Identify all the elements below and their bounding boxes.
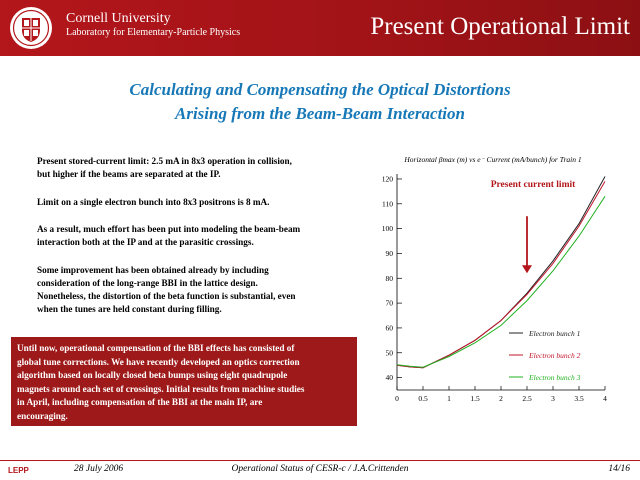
y-tick-label: 110	[382, 199, 393, 208]
y-tick-label: 40	[386, 373, 394, 382]
footer-divider	[0, 460, 640, 461]
page-number: 14/16	[608, 464, 630, 474]
text-line: when the tunes are held constant during …	[37, 304, 222, 314]
paragraph-single-bunch: Limit on a single electron bunch into 8x…	[37, 196, 357, 209]
footer-date: 28 July 2006	[74, 464, 124, 474]
cornell-seal-icon	[10, 7, 52, 49]
x-tick-label: 1.5	[470, 394, 480, 403]
text-line: magnets around each set of crossings. In…	[17, 383, 305, 394]
text-line: As a result, much effort has been put in…	[37, 224, 301, 234]
x-tick-label: 0	[395, 394, 399, 403]
university-name: Cornell University	[66, 11, 171, 26]
subtitle-line: Calculating and Compensating the Optical…	[129, 80, 511, 99]
series-line-2	[396, 181, 606, 369]
x-tick-label: 3	[551, 394, 555, 403]
subtitle-line: Arising from the Beam-Beam Interaction	[175, 104, 465, 123]
text-line: but higher if the beams are separated at…	[37, 169, 221, 179]
x-tick-label: 3.5	[574, 394, 584, 403]
text-line: in April, including compensation of the …	[17, 397, 263, 408]
lepp-logo: LEPP	[8, 466, 29, 475]
text-line: consideration of the long-range BBI in t…	[37, 278, 258, 288]
paragraph-improvement: Some improvement has been obtained alrea…	[37, 264, 357, 316]
annotation-arrow-head	[522, 265, 532, 274]
y-tick-label: 90	[386, 249, 394, 258]
y-tick-label: 70	[386, 299, 394, 308]
slide-header: Cornell University Laboratory for Elemen…	[0, 0, 640, 56]
y-tick-label: 100	[382, 224, 394, 233]
slide-title: Present Operational Limit	[370, 13, 630, 40]
y-tick-label: 50	[386, 348, 394, 357]
series-line-1	[396, 176, 606, 369]
x-tick-label: 4	[603, 394, 607, 403]
text-line: Nonetheless, the distortion of the beta …	[37, 291, 296, 301]
laboratory-name: Laboratory for Elementary-Particle Physi…	[66, 27, 241, 38]
text-line: global tune corrections. We have recentl…	[17, 356, 300, 367]
paragraph-modeling: As a result, much effort has been put in…	[37, 223, 357, 249]
x-tick-label: 0.5	[418, 394, 428, 403]
text-line: Some improvement has been obtained alrea…	[37, 265, 269, 275]
footer-title: Operational Status of CESR-c / J.A.Critt…	[231, 464, 409, 474]
series-line-3	[396, 196, 606, 368]
legend-entry: Electron bunch 2	[528, 351, 581, 360]
annotation-label: Present current limit	[491, 180, 576, 190]
beta-vs-current-chart: Horizontal βmax (m) vs e⁻ Current (mA/bu…	[382, 155, 607, 403]
legend-entry: Electron bunch 1	[528, 329, 580, 338]
legend-entry: Electron bunch 3	[528, 373, 581, 382]
x-tick-label: 2.5	[522, 394, 532, 403]
text-line: Until now, operational compensation of t…	[17, 343, 295, 353]
text-line: Limit on a single electron bunch into 8x…	[37, 197, 270, 207]
paragraph-current-limit: Present stored-current limit: 2.5 mA in …	[37, 155, 357, 181]
y-tick-label: 120	[382, 174, 394, 183]
x-tick-label: 2	[499, 394, 503, 403]
text-line: Present stored-current limit: 2.5 mA in …	[37, 156, 292, 166]
slide-footer: LEPP 28 July 2006 Operational Status of …	[0, 460, 640, 480]
highlight-box: Until now, operational compensation of t…	[11, 337, 357, 426]
slide-subtitle: Calculating and Compensating the Optical…	[20, 78, 620, 126]
chart-title: Horizontal βmax (m) vs e⁻ Current (mA/bu…	[403, 155, 581, 164]
text-line: interaction both at the IP and at the pa…	[37, 237, 254, 247]
y-tick-label: 60	[386, 323, 394, 332]
text-line: encouraging.	[17, 410, 68, 421]
x-tick-label: 1	[447, 394, 451, 403]
text-line: algorithm based on locally closed beta b…	[17, 370, 288, 381]
y-tick-label: 80	[386, 274, 394, 283]
